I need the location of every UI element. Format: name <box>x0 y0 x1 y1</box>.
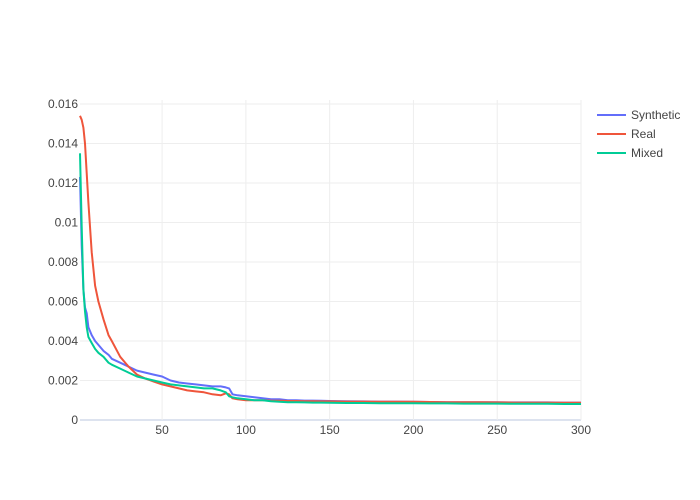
x-tick-label: 50 <box>155 423 169 437</box>
y-axis-ticks: 0 0.002 0.004 0.006 0.008 0.01 0.012 0.014 0.016 <box>48 97 78 427</box>
x-axis-ticks: 50 100 150 200 250 300 <box>155 423 591 437</box>
y-tick-label: 0.016 <box>48 97 78 111</box>
x-tick-label: 150 <box>320 423 340 437</box>
y-tick-label: 0.012 <box>48 176 78 190</box>
series-line-synthetic <box>79 176 581 404</box>
series-line-real <box>79 115 581 404</box>
legend-item-mixed[interactable]: Mixed <box>597 146 663 160</box>
y-tick-label: 0.01 <box>55 215 79 229</box>
series-lines <box>79 115 581 405</box>
y-tick-label: 0.014 <box>48 136 78 150</box>
x-tick-label: 200 <box>403 423 423 437</box>
legend-label: Mixed <box>631 146 663 160</box>
legend[interactable]: Synthetic Real Mixed <box>597 108 680 160</box>
legend-label: Real <box>631 127 656 141</box>
y-tick-label: 0.008 <box>48 255 78 269</box>
legend-item-synthetic[interactable]: Synthetic <box>597 108 680 122</box>
legend-item-real[interactable]: Real <box>597 127 656 141</box>
y-tick-label: 0 <box>71 413 78 427</box>
x-tick-label: 300 <box>571 423 591 437</box>
series-line-mixed <box>79 153 581 405</box>
y-tick-label: 0.006 <box>48 294 78 308</box>
legend-label: Synthetic <box>631 108 680 122</box>
y-tick-label: 0.002 <box>48 373 78 387</box>
y-tick-label: 0.004 <box>48 334 78 348</box>
x-tick-label: 250 <box>487 423 507 437</box>
grid-lines <box>80 100 582 421</box>
x-tick-label: 100 <box>236 423 256 437</box>
